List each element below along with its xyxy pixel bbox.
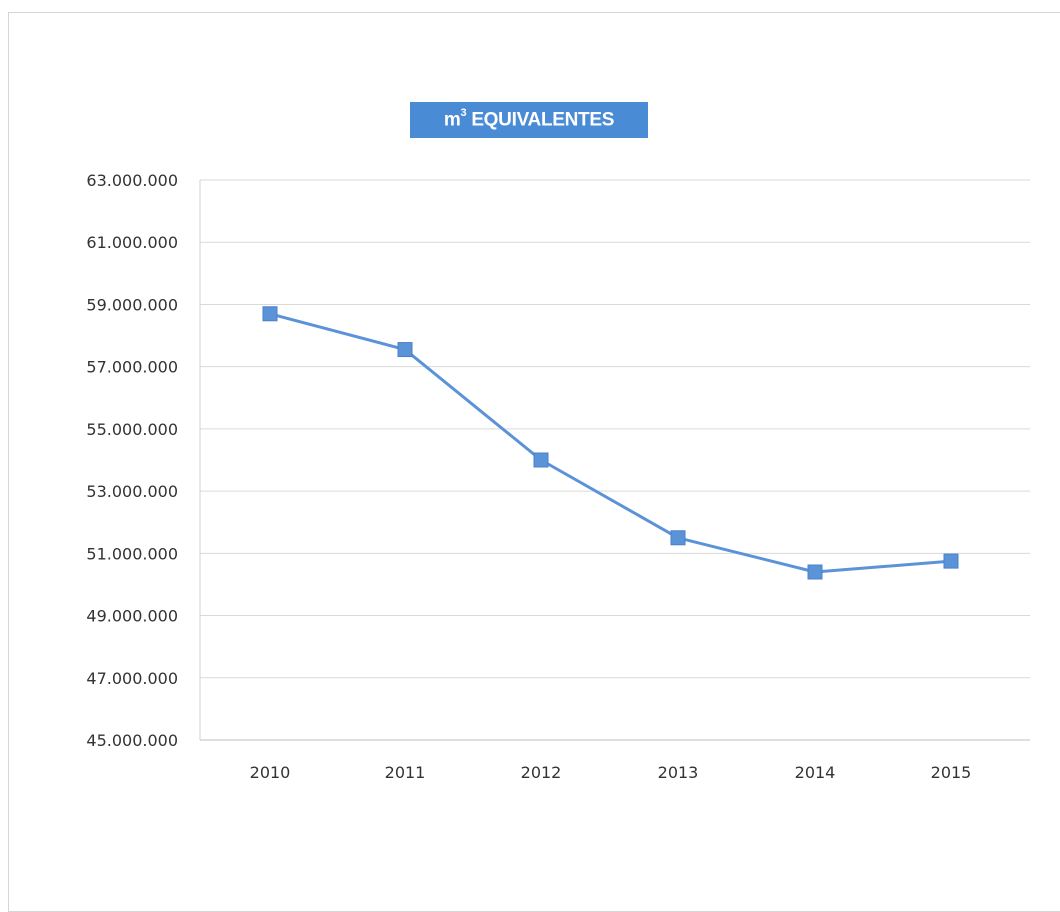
y-tick-label: 53.000.000: [86, 482, 178, 501]
chart-title: m3 EQUIVALENTES: [443, 106, 615, 131]
series-line: [269, 312, 952, 574]
x-tick-label: 2012: [521, 763, 562, 782]
axes: [199, 180, 1030, 741]
y-tick-label: 49.000.000: [86, 607, 178, 626]
data-point-marker: [533, 452, 549, 468]
data-point-marker: [262, 306, 278, 322]
title-unit-base: m: [443, 109, 461, 131]
data-point-marker: [943, 553, 959, 569]
y-tick-label: 51.000.000: [86, 544, 178, 563]
x-tick-label: 2010: [250, 763, 291, 782]
series-layer: [262, 306, 959, 580]
chart-title-box: m3 EQUIVALENTES: [410, 102, 648, 138]
y-tick-label: 59.000.000: [86, 295, 178, 314]
x-tick-labels: 2010 2011 2012 2013 2014 2015: [250, 763, 972, 782]
data-point-marker: [807, 564, 823, 580]
x-tick-label: 2011: [385, 763, 426, 782]
gridlines: [200, 179, 1030, 679]
y-tick-label: 57.000.000: [86, 358, 178, 377]
y-tick-label: 45.000.000: [86, 731, 178, 750]
y-tick-label: 63.000.000: [86, 171, 178, 190]
x-tick-label: 2015: [931, 763, 972, 782]
y-tick-labels: 45.000.000 47.000.000 49.000.000 51.000.000…: [86, 171, 178, 750]
x-tick-label: 2013: [658, 763, 699, 782]
data-point-marker: [397, 342, 413, 358]
title-label: EQUIVALENTES: [471, 109, 615, 131]
x-tick-label: 2014: [795, 763, 836, 782]
title-unit-exponent: 3: [460, 106, 467, 119]
y-tick-label: 47.000.000: [86, 669, 178, 688]
y-tick-label: 55.000.000: [86, 420, 178, 439]
y-tick-label: 61.000.000: [86, 233, 178, 252]
data-point-marker: [670, 530, 686, 546]
